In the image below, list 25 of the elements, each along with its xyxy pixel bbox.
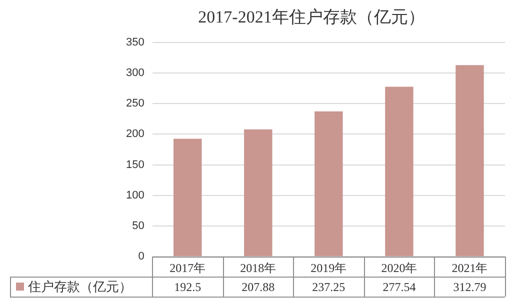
x-tick-label: 2017年 — [170, 260, 206, 275]
bar — [174, 138, 202, 256]
data-label: 312.79 — [453, 280, 486, 294]
bar — [314, 111, 343, 256]
y-tick-label: 50 — [132, 220, 144, 232]
bar — [244, 129, 272, 256]
chart-title: 2017-2021年住户存款（亿元） — [198, 8, 425, 27]
legend-label: 住户存款（亿元） — [27, 279, 132, 294]
x-tick-label: 2020年 — [381, 260, 418, 275]
y-tick-label: 350 — [126, 36, 144, 48]
data-label: 207.88 — [242, 280, 275, 294]
y-tick-label: 0 — [138, 250, 144, 263]
y-tick-label: 100 — [126, 189, 144, 202]
data-label: 277.54 — [382, 280, 416, 294]
y-tick-label: 300 — [126, 67, 144, 80]
y-tick-label: 250 — [126, 98, 144, 110]
x-tick-label: 2019年 — [310, 260, 347, 275]
x-tick-label: 2018年 — [240, 260, 276, 275]
y-tick-label: 200 — [126, 128, 144, 140]
bar — [456, 65, 484, 256]
x-tick-label: 2021年 — [452, 260, 488, 275]
bar — [385, 86, 414, 256]
y-tick-label: 150 — [126, 158, 144, 171]
data-label: 192.5 — [174, 280, 202, 294]
data-label: 237.25 — [312, 280, 346, 294]
